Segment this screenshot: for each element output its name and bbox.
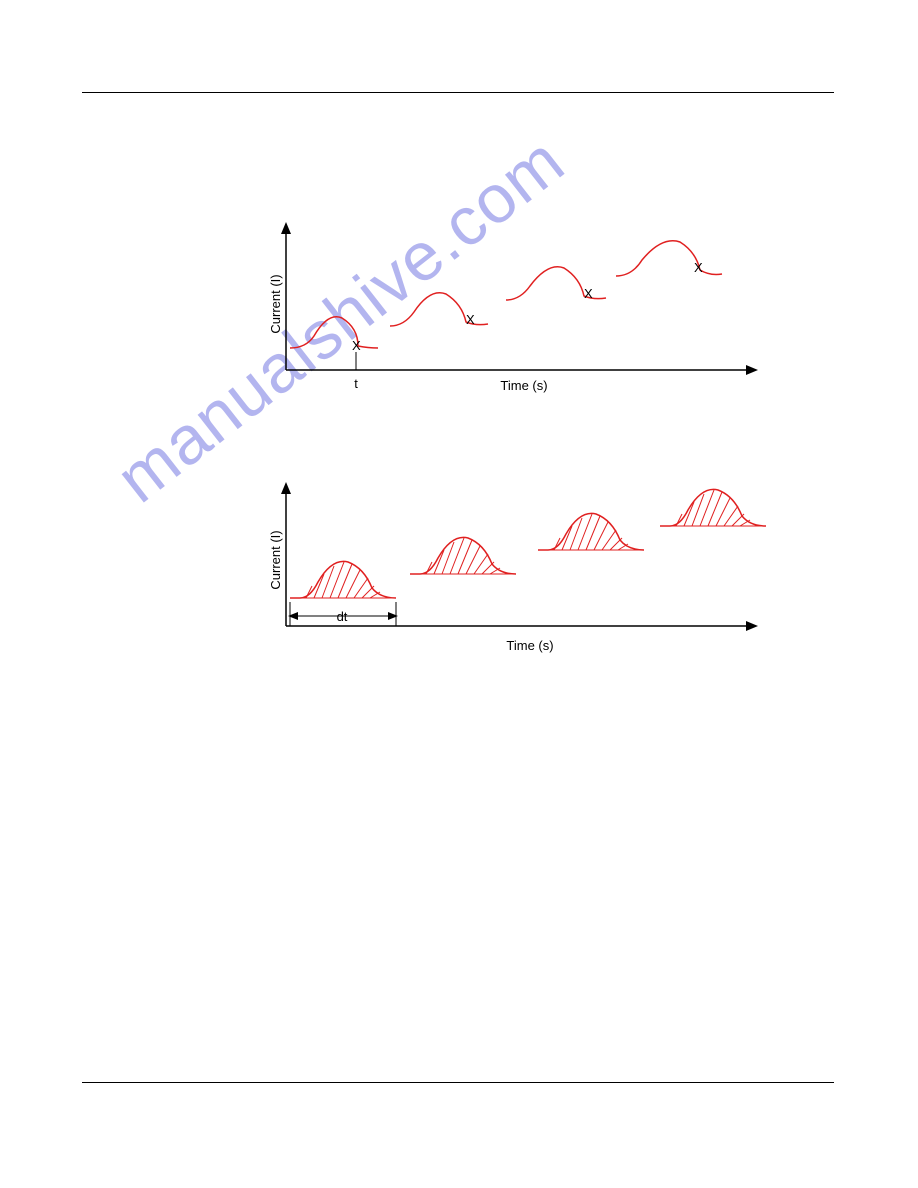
figure-a-xlabel: Time (s): [500, 378, 547, 393]
figure-a-pulse-2: X: [390, 293, 488, 327]
figure-a-pulse-1: X: [290, 317, 378, 370]
bottom-rule: [82, 1082, 834, 1083]
figure-b-pulse-2: [410, 537, 516, 574]
figure-b-xaxis-arrow: [746, 621, 758, 631]
figure-b: Current (I) Time (s) dt: [262, 478, 772, 683]
figure-a-marker-4: X: [694, 260, 703, 275]
figure-a-marker-3: X: [584, 286, 593, 301]
figure-a-yaxis-arrow: [281, 222, 291, 234]
figure-a-tick-label: t: [354, 376, 358, 391]
page: manualshive.com X X X: [0, 0, 918, 1188]
figure-b-xlabel: Time (s): [506, 638, 553, 653]
figure-b-ylabel: Current (I): [268, 530, 283, 589]
figure-b-pulse-1: [290, 561, 396, 598]
figure-b-svg: Current (I) Time (s) dt: [262, 478, 772, 678]
figure-a-ylabel: Current (I): [268, 274, 283, 333]
figure-a-svg: X X X X Current (I) Time (s) t: [262, 218, 772, 418]
figure-b-pulse-4: [660, 489, 766, 526]
figure-a-marker-2: X: [466, 312, 475, 327]
figure-a-marker-1: X: [352, 338, 361, 353]
figure-a-xaxis-arrow: [746, 365, 758, 375]
figure-b-yaxis-arrow: [281, 482, 291, 494]
figure-b-dt-label: dt: [337, 609, 348, 624]
figure-a-pulse-4: X: [616, 241, 722, 276]
figure-a-pulse-3: X: [506, 267, 606, 301]
top-rule: [82, 92, 834, 93]
figure-a: X X X X Current (I) Time (s) t: [262, 218, 772, 423]
figure-b-pulse-3: [538, 513, 644, 550]
